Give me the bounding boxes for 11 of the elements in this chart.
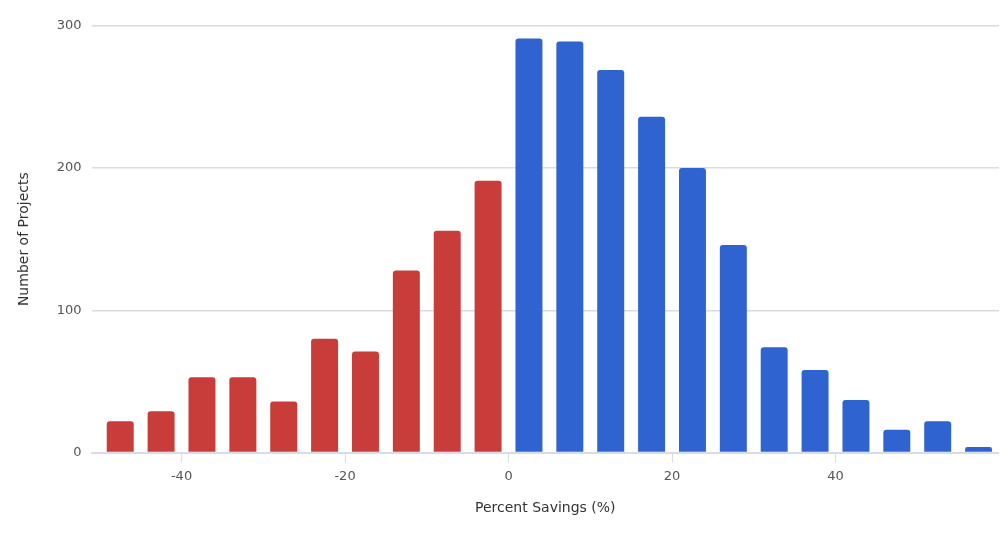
x-tick-label: 40: [827, 467, 844, 483]
y-tick-label: 300: [56, 17, 82, 33]
y-tick-label: 100: [56, 301, 82, 317]
x-axis-title: Percent Savings (%): [475, 499, 616, 516]
x-tick-label: -20: [334, 467, 356, 483]
y-tick-label: 200: [56, 159, 82, 175]
x-tick-label: 0: [504, 467, 513, 483]
y-axis-title: Number of Projects: [15, 172, 32, 307]
x-tick-label: 20: [663, 467, 681, 483]
x-tick-label: -40: [170, 467, 193, 483]
y-tick-label: 0: [73, 443, 82, 459]
